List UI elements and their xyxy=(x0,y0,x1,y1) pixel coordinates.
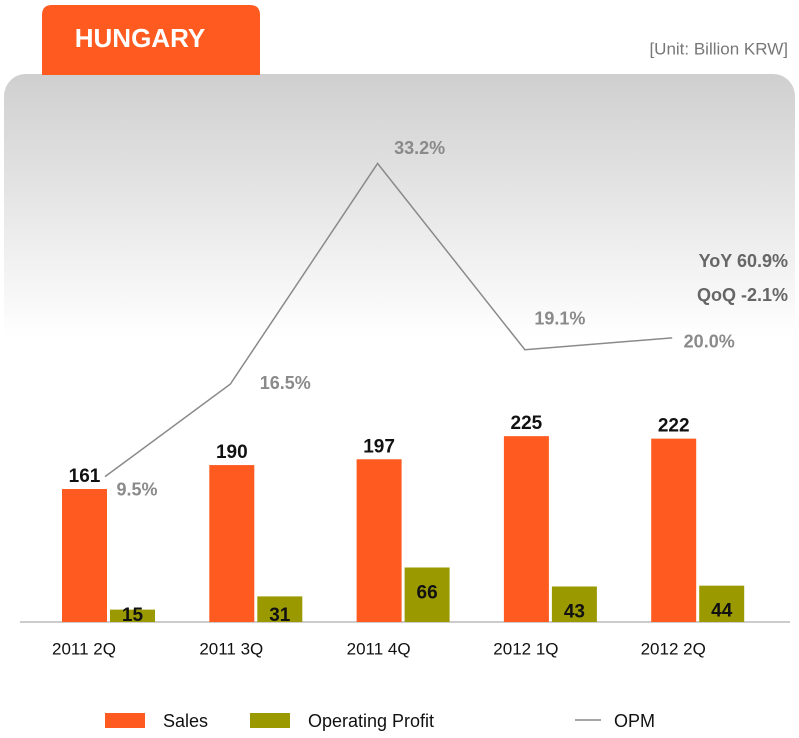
bar xyxy=(62,489,107,622)
unit-label: [Unit: Billion KRW] xyxy=(649,39,788,58)
legend-swatch xyxy=(250,713,290,728)
opm-line xyxy=(104,162,673,478)
value-label: 161 xyxy=(69,466,101,487)
x-tick-label: 2011 2Q xyxy=(52,639,116,658)
value-label: 43 xyxy=(564,601,585,622)
x-tick-label: 2011 3Q xyxy=(199,639,263,658)
opm-label: 20.0% xyxy=(684,332,735,352)
bar xyxy=(257,596,303,622)
bar xyxy=(551,586,597,622)
legend-label: OPM xyxy=(614,711,655,731)
bar xyxy=(699,585,745,622)
value-label: 197 xyxy=(363,436,395,457)
x-tick-label: 2012 2Q xyxy=(641,639,706,658)
title-tab xyxy=(42,5,260,75)
legend-swatch xyxy=(105,713,145,728)
value-label: 225 xyxy=(511,413,543,434)
x-tick-label: 2011 4Q xyxy=(347,639,411,658)
value-label: 15 xyxy=(122,605,144,626)
value-label: 31 xyxy=(269,605,291,626)
value-label: 222 xyxy=(658,416,690,437)
bar xyxy=(404,567,450,622)
bar xyxy=(651,438,697,622)
legend-label: Operating Profit xyxy=(308,711,434,731)
bar xyxy=(503,436,549,622)
legend-label: Sales xyxy=(163,711,208,731)
bar xyxy=(209,465,255,622)
opm-label: 9.5% xyxy=(116,479,157,499)
opm-label: 33.2% xyxy=(394,138,445,158)
value-label: 44 xyxy=(711,601,733,622)
value-label: 190 xyxy=(216,442,248,463)
annotation: QoQ -2.1% xyxy=(697,285,788,305)
panel xyxy=(4,74,795,734)
opm-label: 19.1% xyxy=(534,309,585,329)
bar xyxy=(356,459,402,622)
x-tick-label: 2012 1Q xyxy=(493,639,558,658)
value-label: 66 xyxy=(417,583,438,604)
annotation: YoY 60.9% xyxy=(699,251,788,271)
opm-label: 16.5% xyxy=(260,373,311,393)
chart-title: HUNGARY xyxy=(75,23,205,53)
bar xyxy=(110,609,155,622)
